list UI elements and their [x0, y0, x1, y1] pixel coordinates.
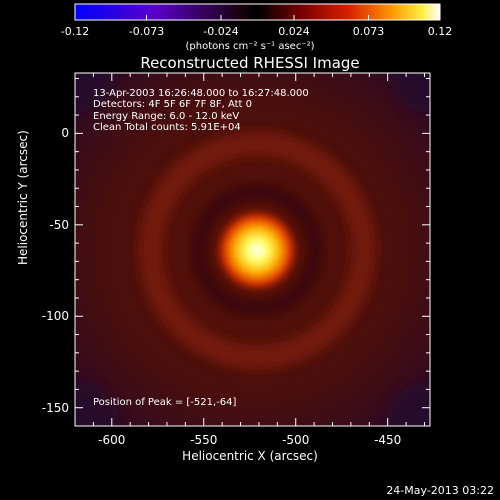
- image-area: [75, 73, 430, 426]
- info-detectors: Detectors: 4F 5F 6F 7F 8F, Att 0: [93, 99, 253, 110]
- x-tick-label: -550: [190, 433, 218, 447]
- corner-shading: [75, 73, 430, 426]
- x-tick-label: -450: [374, 433, 402, 447]
- y-axis-label: Heliocentric Y (arcsec): [16, 130, 30, 265]
- colorbar-tick-label: 0.073: [352, 25, 385, 38]
- colorbar-tick-label: -0.073: [128, 25, 165, 38]
- peak-source: [213, 206, 302, 295]
- y-tick-label: -100: [41, 309, 69, 324]
- info-time: 13-Apr-2003 16:26:48.000 to 16:27:48.000: [93, 88, 309, 99]
- axis-ticks: [75, 73, 430, 426]
- colorbar-gradient: [74, 3, 441, 21]
- emission-ring: [138, 131, 376, 370]
- colorbar-tick-label: 0.024: [278, 25, 310, 38]
- colorbar-tick-label: -0.024: [203, 25, 239, 38]
- chart-title: Reconstructed RHESSI Image: [140, 54, 360, 72]
- timestamp: 24-May-2013 03:22: [386, 484, 494, 497]
- colorbar-units: (photons cm⁻² s⁻¹ asec⁻²): [185, 41, 315, 52]
- info-energy: Energy Range: 6.0 - 12.0 keV: [93, 111, 240, 122]
- x-tick-label: -500: [282, 433, 310, 447]
- x-tick-label: -600: [98, 433, 126, 447]
- inner-dark-ring: [191, 184, 323, 317]
- y-tick-label: -150: [41, 400, 69, 415]
- colorbar-tick-label: -0.12: [60, 25, 90, 38]
- info-clean: Clean Total counts: 5.91E+04: [93, 122, 241, 133]
- colorbar-ticks: [74, 15, 441, 20]
- colorbar: [74, 3, 441, 21]
- info-peak: Position of Peak = [-521,-64]: [93, 397, 237, 408]
- plot-frame: [74, 72, 431, 427]
- y-tick-label: 0: [61, 126, 69, 141]
- colorbar-tick-label: 0.12: [427, 25, 453, 38]
- x-axis-label: Heliocentric X (arcsec): [182, 449, 318, 463]
- y-tick-label: -50: [49, 217, 69, 232]
